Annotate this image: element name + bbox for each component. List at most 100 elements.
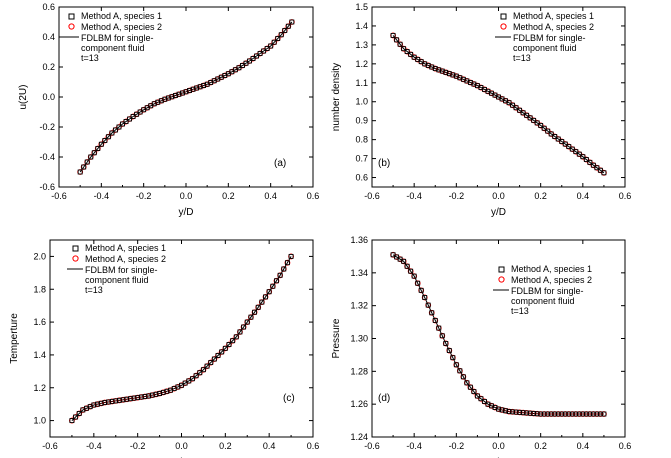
x-tick-label: 0.2 bbox=[222, 191, 235, 201]
point-species-1 bbox=[538, 122, 544, 128]
point-species-1 bbox=[453, 362, 459, 368]
x-axis-label: y/D bbox=[179, 207, 194, 218]
chart-panel-d: -0.6 -0.4 -0.2 0.0 0.2 0.4 0.6 1.24 1.26 1.28 1.30… bbox=[331, 235, 631, 458]
point-species-1 bbox=[583, 411, 589, 417]
point-species-1 bbox=[285, 23, 291, 29]
point-species-1 bbox=[250, 56, 256, 61]
chart-panel-a: -0.6 -0.4 -0.2 0.0 0.2 0.4 0.6 -0.6 -0.4 -0.2 0.0 0… bbox=[18, 2, 319, 218]
legend-entry-species-2: Method A, species 2 bbox=[511, 275, 592, 285]
point-species-1 bbox=[155, 99, 161, 105]
legend-entry-species-1: Method A, species 1 bbox=[513, 11, 594, 21]
point-species-1 bbox=[112, 127, 118, 133]
point-species-1 bbox=[534, 120, 540, 126]
point-species-1 bbox=[506, 100, 512, 106]
point-species-1 bbox=[545, 411, 551, 417]
point-species-1 bbox=[559, 411, 565, 417]
legend-note: t=13 bbox=[511, 306, 529, 316]
series-line-fdlbm bbox=[392, 254, 604, 415]
point-species-1 bbox=[464, 380, 470, 386]
point-species-1 bbox=[538, 411, 544, 417]
x-tick-label: 0.4 bbox=[577, 191, 590, 201]
y-tick-label: 0.4 bbox=[42, 32, 55, 42]
point-species-1 bbox=[274, 278, 279, 284]
point-species-1 bbox=[264, 46, 270, 51]
point-species-1 bbox=[222, 345, 228, 351]
point-species-1 bbox=[531, 117, 537, 123]
panel-tag-label: (d) bbox=[378, 393, 390, 404]
y-tick-label: 0.0 bbox=[42, 92, 55, 102]
y-tick-label: -0.6 bbox=[39, 182, 55, 192]
point-species-1 bbox=[76, 411, 82, 416]
point-species-1 bbox=[266, 289, 272, 295]
point-species-1 bbox=[541, 411, 547, 417]
point-species-1 bbox=[277, 272, 283, 278]
point-species-1 bbox=[527, 410, 533, 416]
legend-entry-species-2: Method A, species 2 bbox=[513, 22, 594, 32]
x-tick-label: 0.4 bbox=[577, 441, 590, 451]
point-species-1 bbox=[194, 85, 200, 91]
point-species-1 bbox=[208, 360, 214, 366]
point-species-1 bbox=[559, 139, 565, 144]
x-tick-label: 0.6 bbox=[619, 191, 632, 201]
y-tick-label: 0.9 bbox=[355, 116, 368, 126]
legend-entry-fdlbm-line1: FDLBM for single- bbox=[81, 33, 154, 43]
legend-entry-species-1: Method A, species 1 bbox=[81, 11, 162, 21]
point-species-1 bbox=[404, 49, 410, 54]
point-species-1 bbox=[524, 112, 530, 118]
point-species-1 bbox=[534, 411, 540, 417]
point-species-1 bbox=[510, 409, 516, 415]
point-species-1 bbox=[73, 414, 79, 420]
point-species-1 bbox=[425, 302, 431, 308]
x-tick-label: -0.2 bbox=[449, 191, 465, 201]
point-species-1 bbox=[190, 86, 196, 92]
point-species-1 bbox=[580, 411, 586, 417]
point-species-1 bbox=[201, 83, 207, 88]
y-tick-label: 1.5 bbox=[355, 2, 368, 12]
y-tick-label: 1.34 bbox=[350, 268, 368, 278]
y-tick-label: 1.1 bbox=[355, 78, 368, 88]
point-species-1 bbox=[590, 411, 596, 417]
legend-entry-fdlbm-line1: FDLBM for single- bbox=[511, 286, 584, 296]
point-species-1 bbox=[401, 46, 407, 52]
point-species-1 bbox=[601, 170, 607, 176]
y-tick-label: 0.6 bbox=[42, 2, 55, 12]
legend-square-marker bbox=[498, 266, 505, 273]
point-species-1 bbox=[84, 159, 90, 165]
point-species-1 bbox=[576, 411, 582, 417]
point-species-1 bbox=[548, 131, 554, 137]
point-species-1 bbox=[180, 90, 185, 96]
point-species-1 bbox=[401, 258, 407, 264]
point-species-1 bbox=[69, 418, 75, 424]
point-species-1 bbox=[432, 317, 438, 323]
point-species-1 bbox=[397, 41, 403, 47]
x-tick-label: 0.4 bbox=[264, 191, 277, 201]
point-species-1 bbox=[271, 39, 277, 45]
y-tick-label: 1.26 bbox=[350, 399, 368, 409]
point-species-1 bbox=[241, 324, 247, 330]
point-species-1 bbox=[524, 410, 530, 416]
x-tick-label: -0.4 bbox=[94, 191, 110, 201]
legend-entry-fdlbm-line2: component fluid bbox=[85, 275, 149, 285]
x-tick-label: -0.6 bbox=[42, 441, 58, 451]
x-tick-label: 0.0 bbox=[492, 191, 505, 201]
point-species-1 bbox=[233, 334, 239, 340]
point-species-1 bbox=[517, 107, 523, 113]
y-axis-label: number density bbox=[331, 63, 342, 131]
point-species-1 bbox=[432, 66, 438, 72]
point-species-1 bbox=[254, 53, 260, 59]
point-species-1 bbox=[520, 110, 526, 116]
point-species-1 bbox=[583, 157, 589, 162]
x-tick-label: 0.0 bbox=[175, 441, 188, 451]
point-species-1 bbox=[601, 411, 607, 417]
y-tick-label: 1.24 bbox=[350, 432, 368, 442]
x-tick-label: -0.2 bbox=[130, 441, 146, 451]
y-tick-label: 1.32 bbox=[350, 301, 368, 311]
y-axis-label: Pressure bbox=[331, 318, 342, 358]
point-species-1 bbox=[183, 89, 189, 95]
point-species-1 bbox=[278, 32, 284, 38]
point-species-1 bbox=[573, 411, 579, 417]
point-species-1 bbox=[541, 125, 547, 131]
